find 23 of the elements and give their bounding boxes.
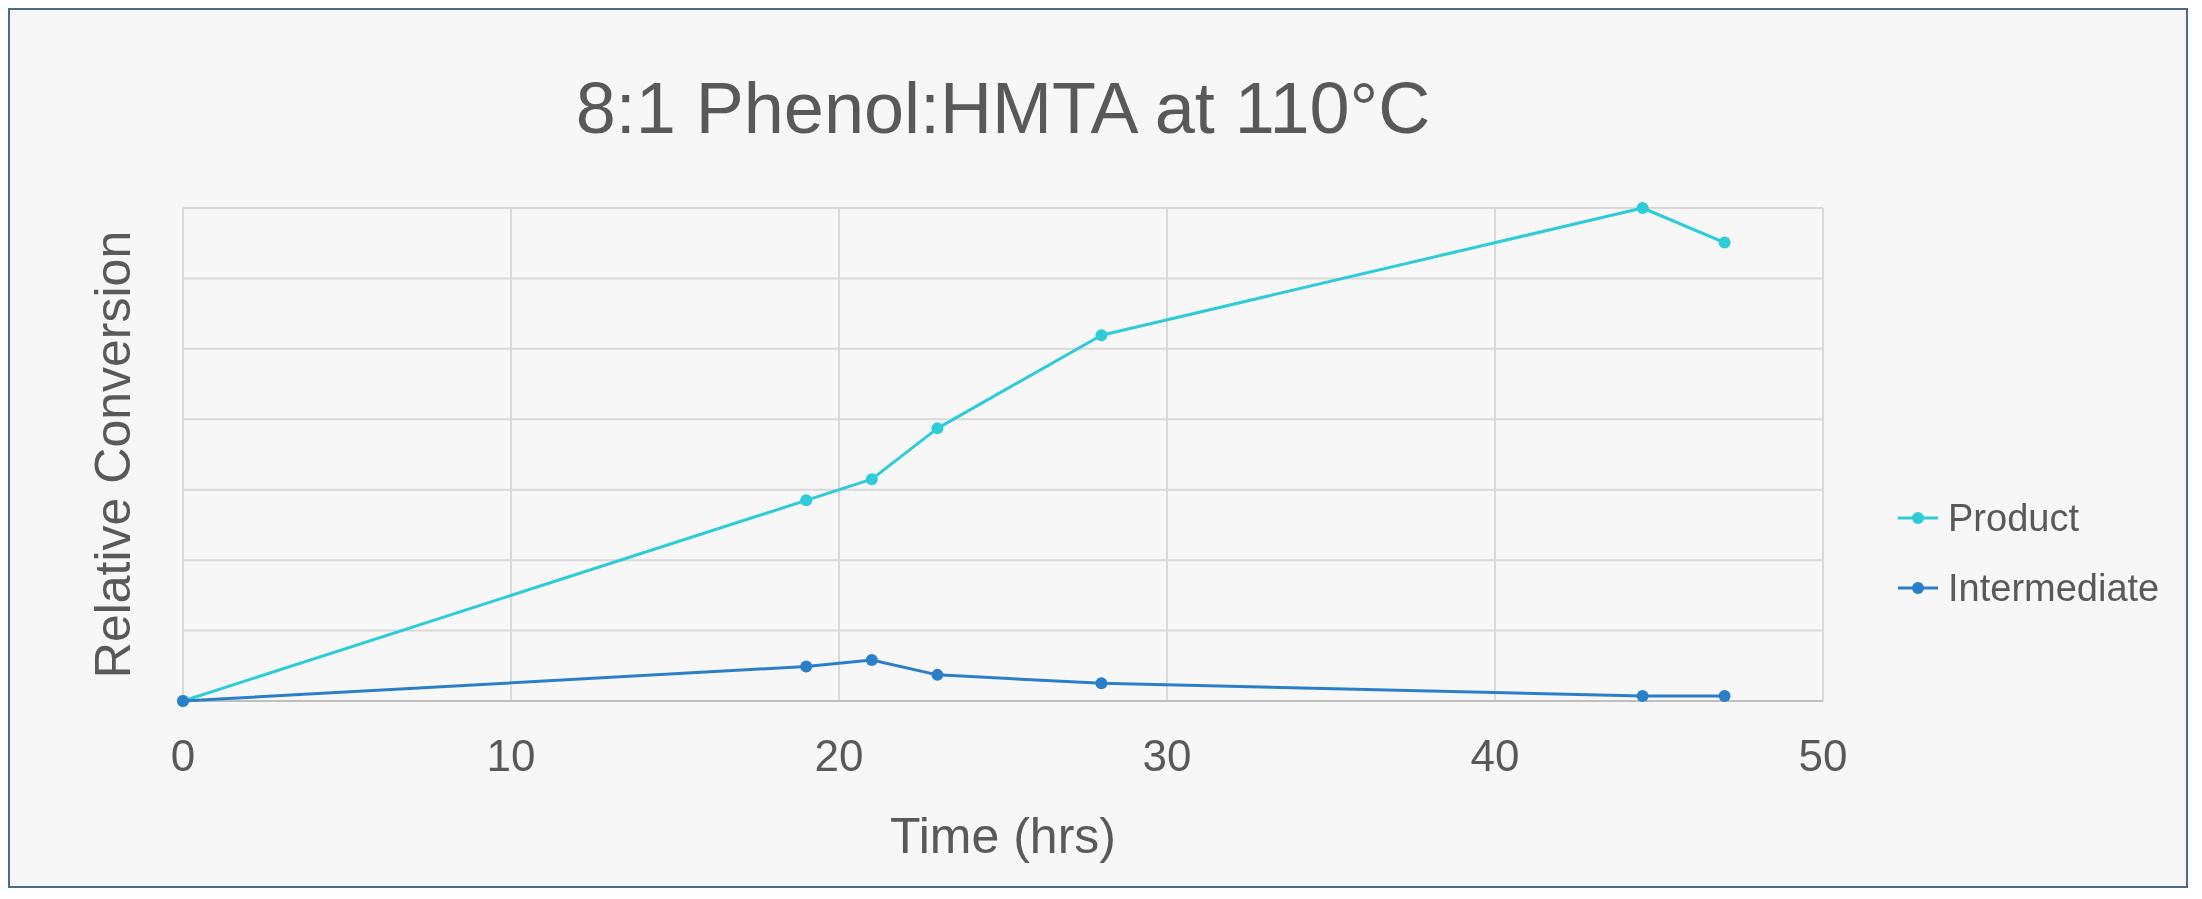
point [931,668,944,681]
point [865,473,878,486]
point [1095,329,1108,342]
point [1718,236,1731,249]
x-tick-label: 0 [170,731,196,780]
point [800,494,813,507]
point [1095,677,1108,690]
legend-label: Intermediate [1948,567,2160,609]
x-tick-label: 20 [814,731,864,780]
point [931,422,944,435]
x-axis-title: Time (hrs) [890,808,1116,864]
chart-title: 8:1 Phenol:HMTA at 110°C [575,68,1431,148]
point [865,654,878,667]
x-tick-label: 50 [1798,731,1848,780]
y-axis-title: Relative Conversion [85,230,141,679]
legend-label: Product [1948,497,2080,539]
point [1636,690,1649,703]
point [1636,202,1649,214]
point [800,660,813,673]
point [1718,690,1731,703]
x-tick-label: 40 [1470,731,1520,780]
x-tick-label: 10 [486,731,536,780]
x-tick-label: 30 [1142,731,1192,780]
